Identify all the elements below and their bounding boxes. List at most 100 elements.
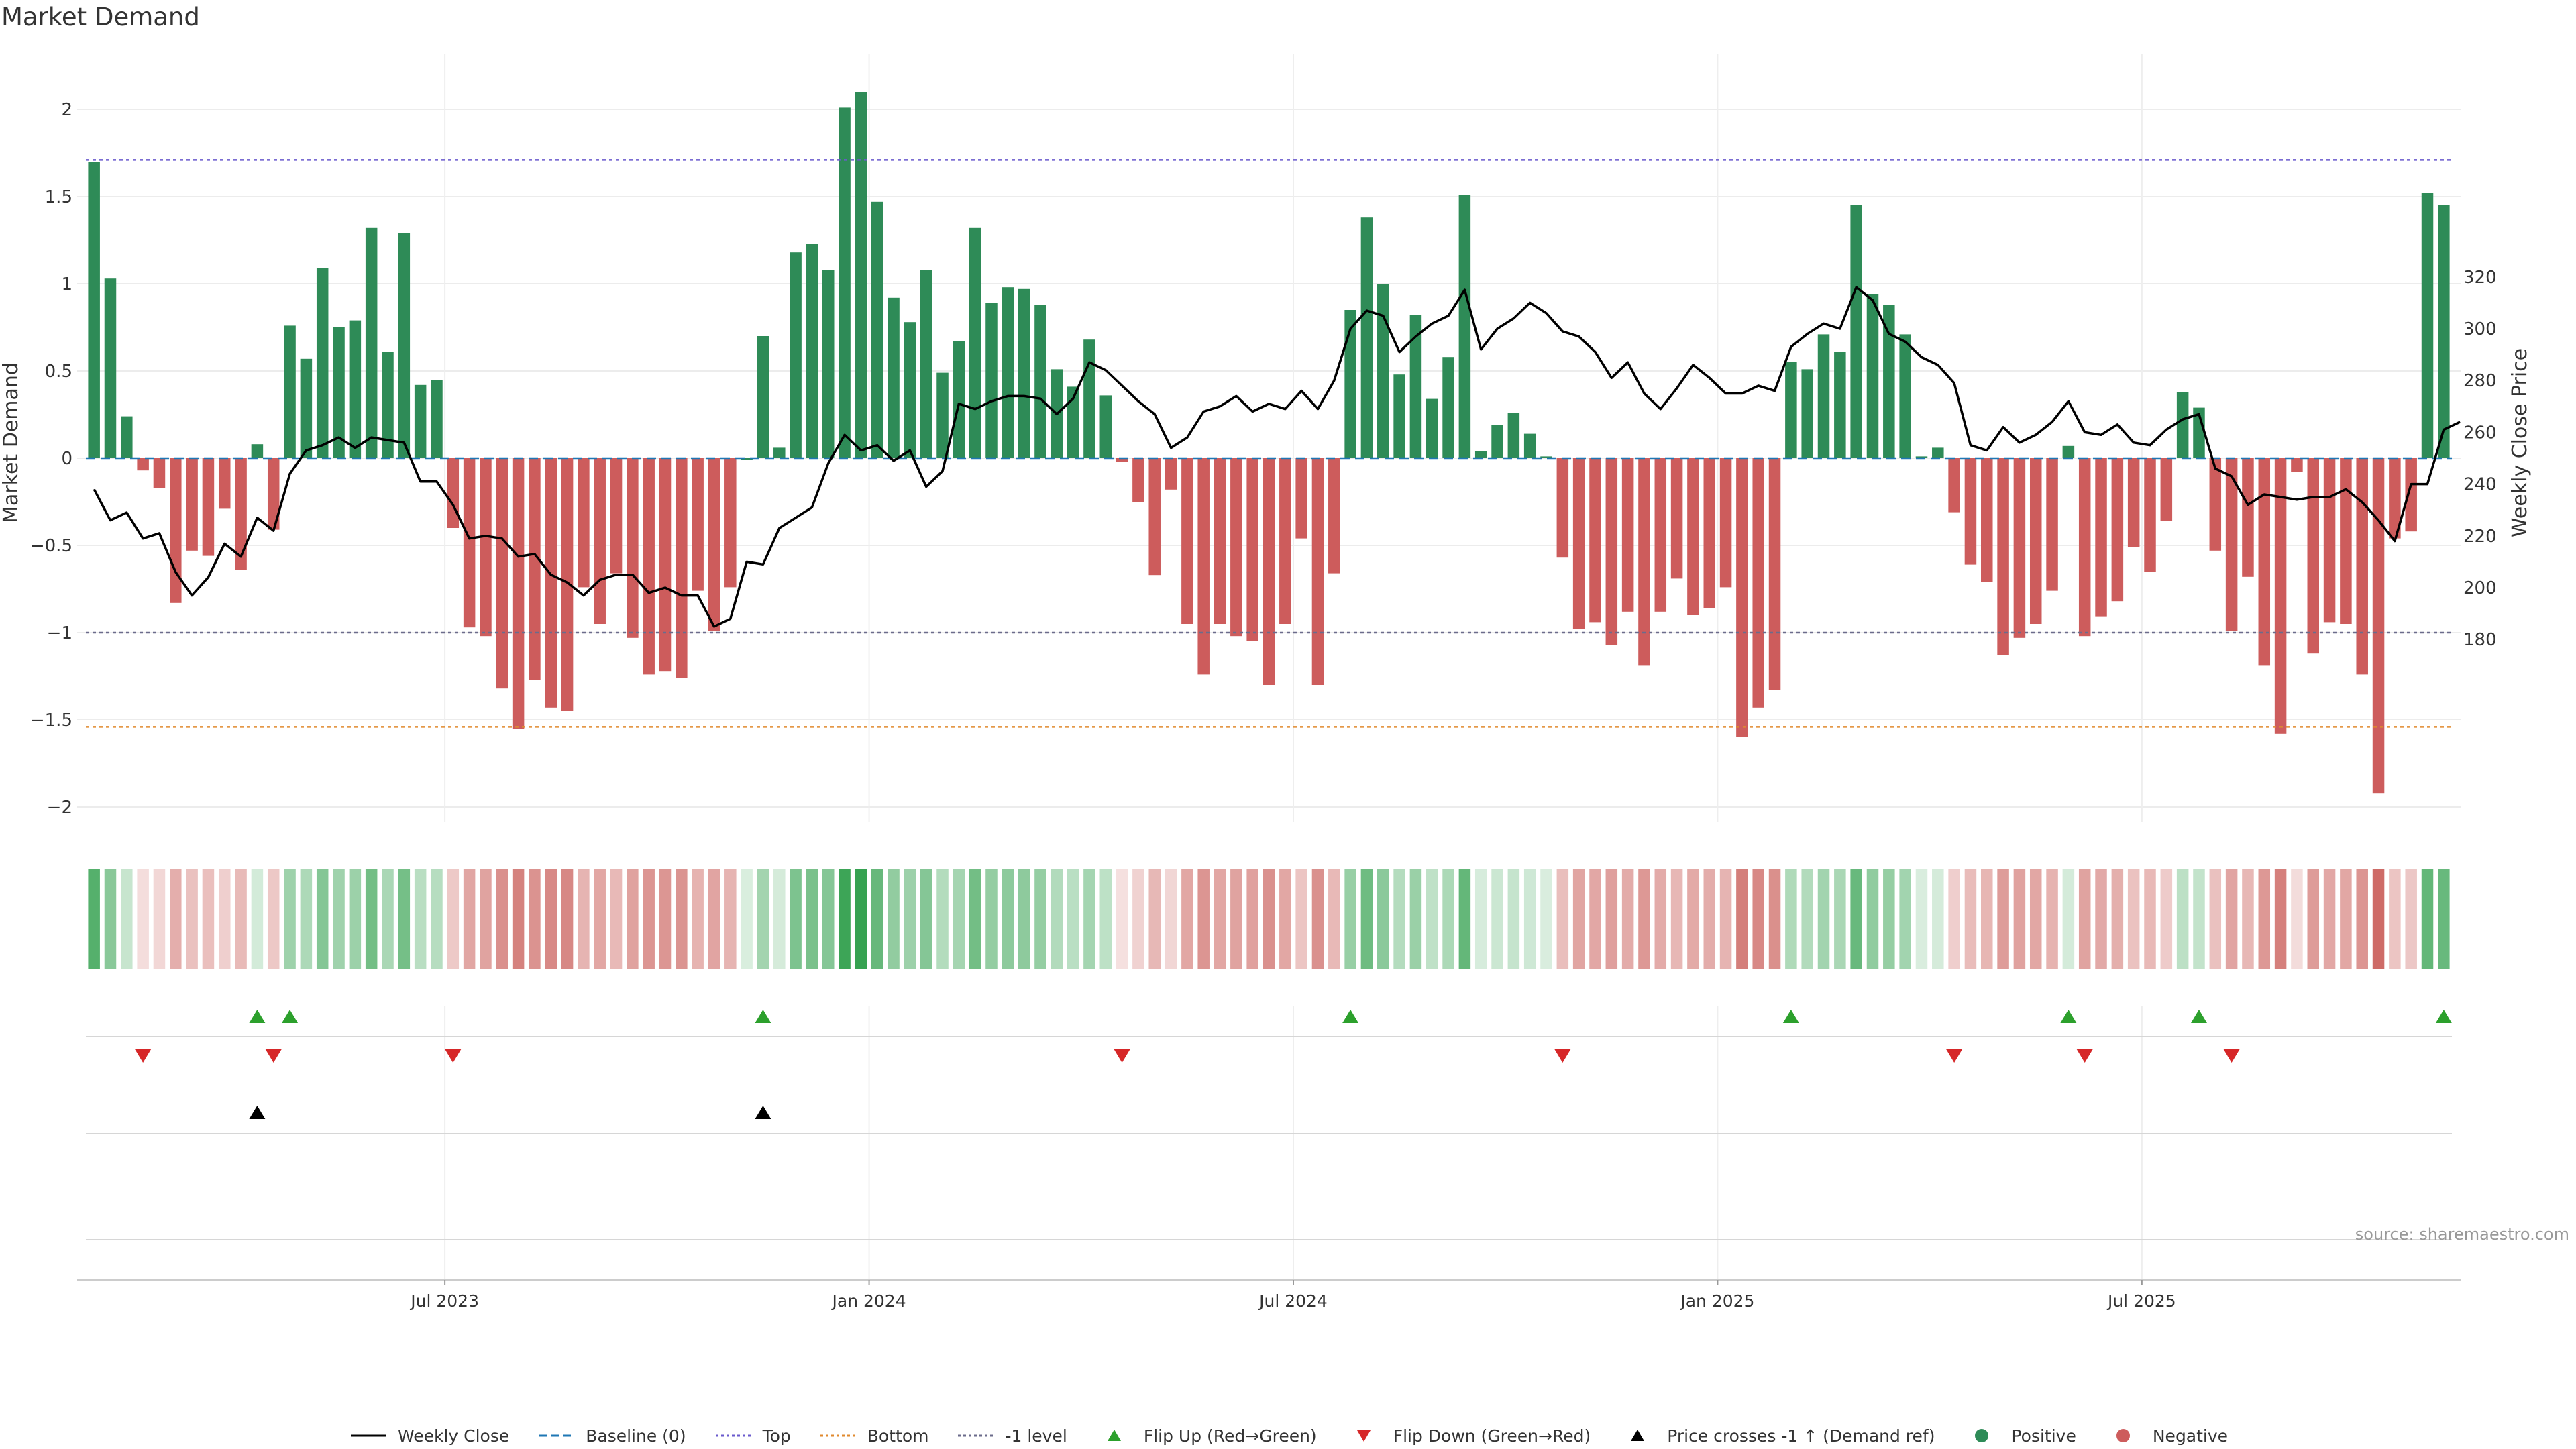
- demand-bar: [1899, 334, 1911, 458]
- heat-cell: [88, 869, 100, 969]
- demand-bar: [1018, 288, 1030, 458]
- y-tick-label: −2: [47, 798, 72, 818]
- heat-cell: [431, 869, 443, 969]
- demand-bar: [561, 458, 574, 711]
- heat-cell: [2372, 869, 2385, 969]
- heat-cell: [741, 869, 753, 969]
- demand-bar: [1507, 413, 1520, 458]
- heat-cell: [985, 869, 998, 969]
- demand-bar: [1997, 458, 2009, 655]
- demand-bar: [2340, 458, 2352, 624]
- heat-cell: [529, 869, 541, 969]
- demand-bar: [741, 458, 753, 460]
- demand-bar: [2013, 458, 2026, 638]
- heat-cell: [2225, 869, 2238, 969]
- price-cross-marker: [755, 1106, 771, 1119]
- flip-up-marker: [1342, 1010, 1359, 1023]
- demand-bar: [2029, 458, 2042, 624]
- heat-cell: [839, 869, 851, 969]
- heat-cell: [2356, 869, 2368, 969]
- heat-cell: [773, 869, 786, 969]
- price-cross-marker: [249, 1106, 266, 1119]
- y-tick-label: 0.5: [45, 362, 72, 382]
- heat-cell: [1752, 869, 1764, 969]
- demand-bar: [1393, 374, 1405, 458]
- heat-cell: [904, 869, 916, 969]
- demand-bar: [2372, 458, 2385, 794]
- demand-bar: [1197, 458, 1210, 675]
- heat-cell: [855, 869, 867, 969]
- solid-line-icon: [348, 1428, 388, 1444]
- demand-bar: [708, 458, 720, 631]
- heat-cell: [953, 869, 965, 969]
- demand-bar: [1654, 458, 1667, 612]
- demand-bar: [1785, 362, 1797, 458]
- heat-cell: [1981, 869, 1993, 969]
- y-tick-label: 0: [61, 449, 72, 469]
- demand-bar: [1344, 310, 1356, 458]
- demand-bar: [349, 320, 362, 458]
- heat-cell: [1328, 869, 1340, 969]
- demand-bar: [1883, 305, 1895, 458]
- demand-bar: [2242, 458, 2254, 577]
- flip-down-marker: [2223, 1049, 2240, 1063]
- y2-tick-label: 280: [2463, 371, 2497, 391]
- flip-down-marker: [2076, 1049, 2093, 1063]
- demand-bar: [1246, 458, 1258, 641]
- heat-cell: [1719, 869, 1732, 969]
- demand-bar: [2421, 193, 2434, 458]
- demand-bar: [659, 458, 672, 672]
- flip-down-marker: [265, 1049, 282, 1063]
- demand-bar: [2127, 458, 2140, 547]
- demand-bar: [267, 458, 280, 530]
- demand-bar: [2209, 458, 2222, 551]
- heat-cell: [218, 869, 231, 969]
- legend-label: Flip Down (Green→Red): [1393, 1426, 1591, 1446]
- demand-bar: [790, 252, 802, 458]
- demand-bar: [431, 380, 443, 458]
- demand-bar: [1181, 458, 1193, 624]
- heat-cell: [1883, 869, 1895, 969]
- demand-bar: [1768, 458, 1781, 690]
- heat-cell: [284, 869, 296, 969]
- y-tick-label: −1.5: [30, 710, 72, 731]
- heat-cell: [1344, 869, 1356, 969]
- demand-bar: [724, 458, 737, 588]
- demand-bar: [512, 458, 525, 729]
- price-line-group: [93, 286, 2461, 628]
- heat-cell: [202, 869, 215, 969]
- heat-cell: [2209, 869, 2222, 969]
- y2-axis-title: Weekly Close Price: [2508, 348, 2532, 537]
- legend-label: Flip Up (Red→Green): [1143, 1426, 1317, 1446]
- heat-cell: [153, 869, 166, 969]
- heat-cell: [1817, 869, 1830, 969]
- demand-bar: [1932, 447, 1944, 458]
- demand-bar: [1752, 458, 1764, 708]
- heat-cell: [1230, 869, 1242, 969]
- dotted-line-icon: [713, 1428, 753, 1444]
- demand-bar: [676, 458, 688, 678]
- heat-cell: [121, 869, 133, 969]
- demand-bar: [594, 458, 606, 624]
- heat-cell: [1181, 869, 1193, 969]
- demand-bar: [382, 352, 394, 458]
- y2-tick-label: 180: [2463, 630, 2497, 650]
- heat-cell: [1670, 869, 1683, 969]
- heat-cell: [1997, 869, 2009, 969]
- heat-cell: [757, 869, 769, 969]
- triangle-down-icon: [1344, 1428, 1384, 1444]
- heat-cell: [1654, 869, 1667, 969]
- heat-cell: [2176, 869, 2189, 969]
- demand-bar: [398, 233, 411, 458]
- heat-cell: [1377, 869, 1389, 969]
- heat-cell: [1932, 869, 1944, 969]
- heat-cell: [316, 869, 329, 969]
- legend-label: Price crosses -1 ↑ (Demand ref): [1667, 1426, 1935, 1446]
- heat-cell: [2323, 869, 2336, 969]
- heat-cell: [1426, 869, 1438, 969]
- heat-cell: [1572, 869, 1585, 969]
- demand-bar: [920, 270, 932, 458]
- heat-cell: [186, 869, 198, 969]
- heat-cell: [1148, 869, 1161, 969]
